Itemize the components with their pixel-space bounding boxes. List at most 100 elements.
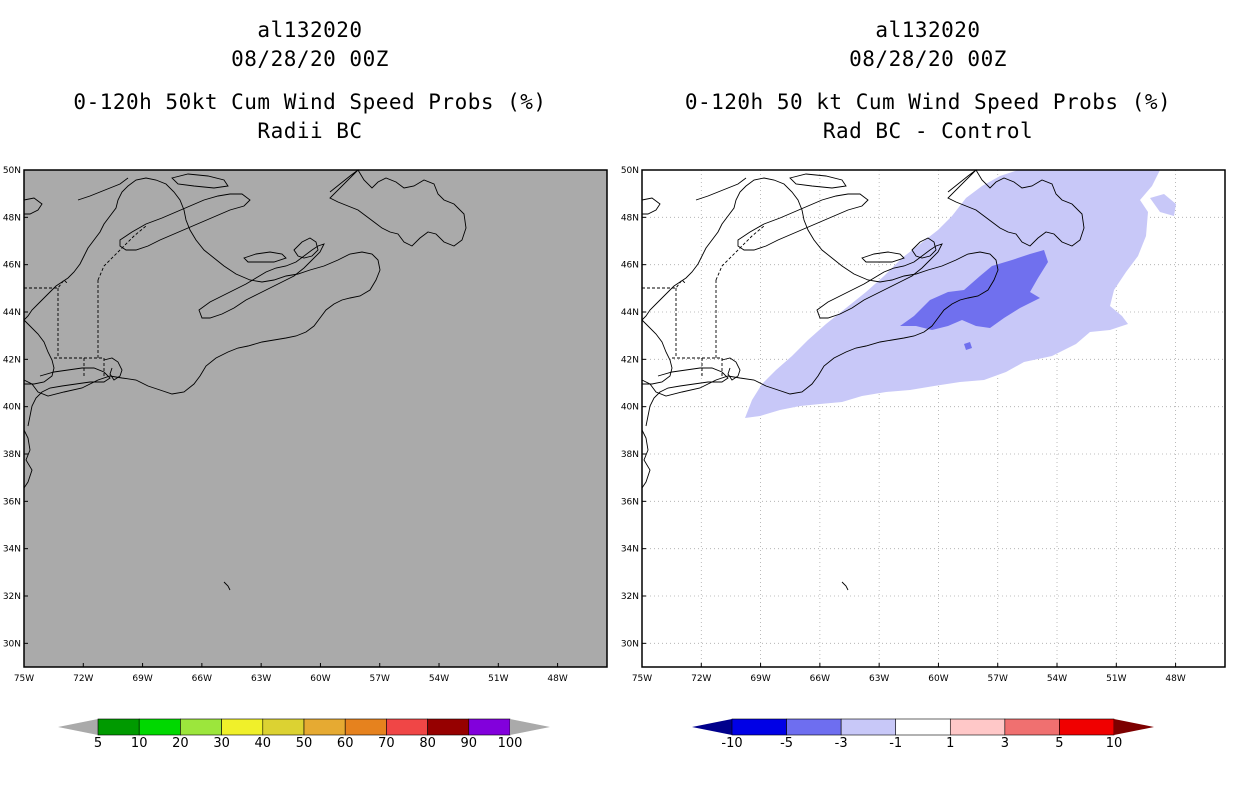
lon-label: 72W [691, 674, 711, 684]
colorbar-label: 90 [461, 736, 478, 751]
lat-label: 46N [3, 261, 21, 271]
lat-label: 44N [621, 308, 639, 318]
colorbar-label: -3 [835, 736, 848, 751]
right-gridlines [641, 169, 1225, 667]
left-panel-titles: al132020 08/28/20 00Z 0-120h 50kt Cum Wi… [30, 16, 590, 146]
colorbar-swatch [97, 718, 140, 736]
lat-label: 32N [621, 592, 639, 602]
lat-label: 30N [621, 639, 639, 649]
colorbar-label: 60 [337, 736, 354, 751]
right-storm-id: al132020 [875, 18, 981, 42]
lon-label: 57W [988, 674, 1008, 684]
colorbar-swatch [138, 718, 181, 736]
lat-label: 50N [621, 166, 639, 176]
left-storm-id: al132020 [257, 18, 363, 42]
colorbar-label: 100 [498, 736, 523, 751]
lon-label: 48W [1165, 674, 1185, 684]
lat-label: 32N [3, 592, 21, 602]
lon-label: 66W [810, 674, 830, 684]
colorbar-swatch [344, 718, 387, 736]
right-lon-labels: 75W 72W 69W 66W 63W 60W 57W 54W 51W 48W [632, 663, 1186, 684]
lat-label: 34N [3, 545, 21, 555]
right-map-frame [641, 169, 1226, 668]
right-panel-titles: al132020 08/28/20 00Z 0-120h 50 kt Cum W… [648, 16, 1208, 146]
probability-diff-light-region-2 [1150, 194, 1176, 216]
colorbar-swatch [949, 718, 1006, 736]
lon-label: 72W [73, 674, 93, 684]
lat-label: 48N [3, 213, 21, 223]
lat-label: 38N [621, 450, 639, 460]
right-map: 50N 48N 46N 44N 42N 40N 38N 36N 34N 32N 30N 75W 72W… [621, 166, 1226, 684]
lon-label: 57W [370, 674, 390, 684]
right-lat-labels: 50N 48N 46N 44N 42N 40N 38N 36N 34N 32N 30N [621, 166, 646, 649]
lat-label: 44N [3, 308, 21, 318]
colorbar-label: 40 [255, 736, 272, 751]
lat-label: 42N [3, 355, 21, 365]
colorbar-swatch [221, 718, 264, 736]
colorbar-label: 5 [94, 736, 102, 751]
lon-label: 54W [1047, 674, 1067, 684]
lat-label: 36N [621, 497, 639, 507]
colorbar-swatch [303, 718, 346, 736]
right-subtitle: Rad BC - Control [822, 119, 1034, 143]
lat-label: 30N [3, 639, 21, 649]
colorbar-label: 1 [946, 736, 954, 751]
lat-label: 48N [621, 213, 639, 223]
colorbar-swatch [895, 718, 951, 736]
colorbar-label: 80 [419, 736, 436, 751]
colorbar-label: 20 [172, 736, 189, 751]
lon-label: 66W [192, 674, 212, 684]
lon-label: 60W [310, 674, 330, 684]
colorbar-high-end [1114, 719, 1154, 735]
left-title: 0-120h 50kt Cum Wind Speed Probs (%) [73, 90, 547, 114]
colorbar-swatch [468, 718, 511, 736]
colorbar-label: -10 [721, 736, 742, 751]
colorbar-swatch [731, 718, 787, 736]
lon-label: 63W [869, 674, 889, 684]
lat-label: 42N [621, 355, 639, 365]
colorbar-swatch [786, 718, 842, 736]
colorbar-high-end [510, 719, 550, 735]
lon-label: 51W [488, 674, 508, 684]
left-lat-labels: 50N 48N 46N 44N 42N 40N 38N 36N 34N 32N 30N [3, 166, 28, 649]
colorbar-swatch [262, 718, 305, 736]
lon-label: 48W [547, 674, 567, 684]
colorbar-label: 50 [296, 736, 313, 751]
colorbar-label: -5 [780, 736, 793, 751]
probability-diff-medium-dot [964, 342, 972, 350]
lon-label: 60W [928, 674, 948, 684]
lon-label: 51W [1106, 674, 1126, 684]
lat-label: 46N [621, 261, 639, 271]
colorbar-label: -1 [889, 736, 902, 751]
colorbar-swatch [840, 718, 897, 736]
left-datetime: 08/28/20 00Z [231, 47, 389, 71]
colorbar-swatch [1004, 718, 1060, 736]
lon-label: 75W [14, 674, 34, 684]
colorbar-label: 3 [1001, 736, 1009, 751]
left-map-background [23, 169, 608, 668]
lat-label: 38N [3, 450, 21, 460]
colorbar-swatch [180, 718, 222, 736]
lat-label: 36N [3, 497, 21, 507]
lat-label: 40N [621, 403, 639, 413]
right-colorbar: -10 -5 -3 -1 1 3 5 10 [692, 718, 1154, 751]
colorbar-swatch [1059, 718, 1115, 736]
lat-label: 50N [3, 166, 21, 176]
lat-label: 34N [621, 545, 639, 555]
probability-diff-medium-region [900, 250, 1048, 330]
colorbar-swatch [427, 718, 470, 736]
left-map: 50N 48N 46N 44N 42N 40N 38N 36N 34N 32N 30N 75W 72W… [3, 166, 608, 684]
lon-label: 69W [750, 674, 770, 684]
lat-label: 40N [3, 403, 21, 413]
colorbar-label: 10 [1106, 736, 1123, 751]
colorbar-label: 70 [378, 736, 395, 751]
lon-label: 69W [132, 674, 152, 684]
colorbar-low-end [58, 719, 98, 735]
lon-label: 75W [632, 674, 652, 684]
colorbar-label: 10 [131, 736, 148, 751]
left-subtitle: Radii BC [257, 119, 363, 143]
colorbar-swatch [386, 718, 428, 736]
left-colorbar: 5 10 20 30 40 50 60 70 80 90 100 [58, 718, 550, 751]
colorbar-label: 5 [1055, 736, 1063, 751]
